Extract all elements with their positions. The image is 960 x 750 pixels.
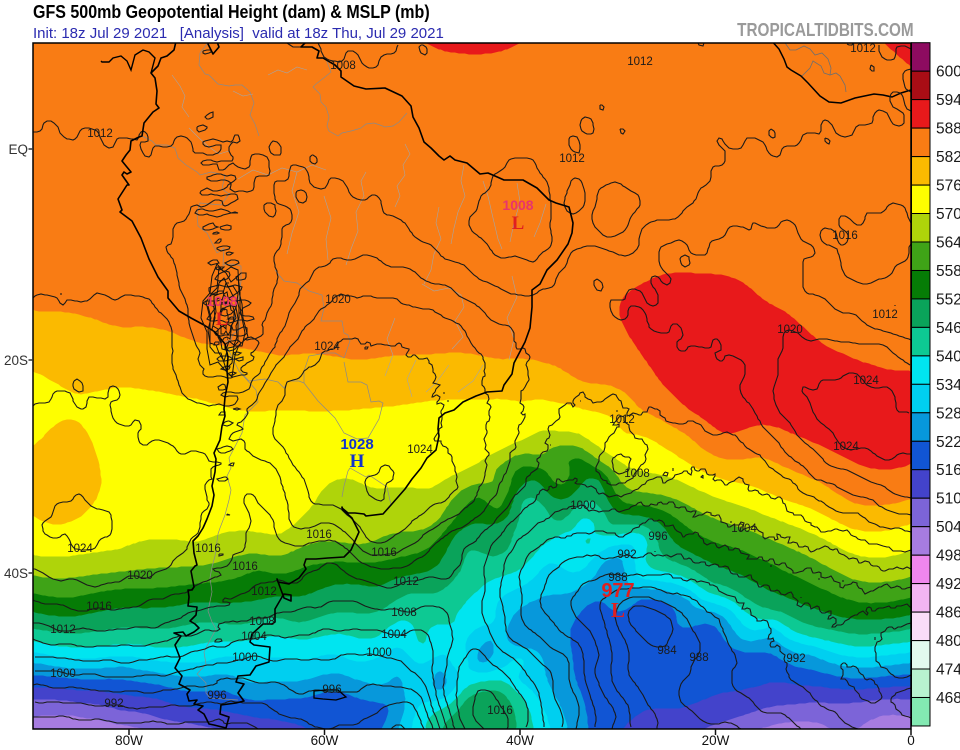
- svg-text:576: 576: [936, 178, 960, 195]
- svg-text:H: H: [350, 451, 365, 472]
- svg-text:1012: 1012: [609, 414, 635, 426]
- svg-text:540: 540: [936, 348, 960, 365]
- svg-text:1012: 1012: [627, 56, 653, 68]
- svg-text:528: 528: [936, 405, 960, 422]
- svg-text:486: 486: [936, 605, 960, 622]
- svg-text:1020: 1020: [127, 570, 153, 582]
- svg-text:EQ: EQ: [8, 142, 28, 157]
- svg-text:L: L: [512, 213, 525, 234]
- svg-text:552: 552: [936, 291, 960, 308]
- svg-text:480: 480: [936, 633, 960, 650]
- svg-text:474: 474: [936, 662, 960, 679]
- svg-text:1004: 1004: [731, 523, 757, 535]
- svg-text:492: 492: [936, 576, 960, 593]
- svg-text:1000: 1000: [232, 652, 258, 664]
- svg-text:1008: 1008: [249, 616, 275, 628]
- svg-text:996: 996: [207, 690, 226, 702]
- svg-text:1016: 1016: [232, 561, 258, 573]
- svg-text:588: 588: [936, 121, 960, 138]
- svg-text:1012: 1012: [251, 586, 277, 598]
- svg-text:988: 988: [689, 652, 708, 664]
- svg-text:988: 988: [608, 572, 627, 584]
- svg-text:996: 996: [322, 684, 341, 696]
- svg-text:564: 564: [936, 235, 960, 252]
- svg-text:1016: 1016: [487, 705, 513, 717]
- svg-text:1008: 1008: [330, 60, 356, 72]
- svg-text:996: 996: [648, 531, 667, 543]
- svg-text:1000: 1000: [50, 668, 76, 680]
- svg-text:1016: 1016: [86, 601, 112, 613]
- svg-text:1024: 1024: [833, 441, 859, 453]
- svg-text:1012: 1012: [50, 624, 76, 636]
- svg-text:582: 582: [936, 149, 960, 166]
- svg-text:1012: 1012: [87, 128, 113, 140]
- svg-text:558: 558: [936, 263, 960, 280]
- svg-text:1008: 1008: [391, 607, 417, 619]
- svg-text:594: 594: [936, 92, 960, 109]
- svg-text:40W: 40W: [506, 733, 534, 748]
- svg-text:1012: 1012: [850, 43, 876, 55]
- svg-text:1016: 1016: [195, 543, 221, 555]
- svg-text:1012: 1012: [559, 153, 585, 165]
- svg-text:1000: 1000: [366, 647, 392, 659]
- svg-text:20W: 20W: [702, 733, 730, 748]
- svg-text:504: 504: [936, 519, 960, 536]
- svg-text:992: 992: [617, 549, 636, 561]
- svg-text:546: 546: [936, 320, 960, 337]
- svg-text:984: 984: [657, 645, 677, 657]
- svg-text:40S: 40S: [4, 566, 28, 581]
- svg-text:992: 992: [786, 653, 805, 665]
- svg-text:600: 600: [936, 64, 960, 81]
- svg-text:1008: 1008: [502, 197, 533, 213]
- svg-text:1024: 1024: [853, 375, 879, 387]
- svg-text:1004: 1004: [241, 631, 267, 643]
- svg-text:1024: 1024: [314, 341, 340, 353]
- svg-text:992: 992: [104, 698, 123, 710]
- svg-text:60W: 60W: [311, 733, 339, 748]
- svg-text:570: 570: [936, 206, 960, 223]
- svg-text:1024: 1024: [67, 543, 93, 555]
- svg-text:522: 522: [936, 434, 960, 451]
- svg-text:1012: 1012: [872, 309, 898, 321]
- svg-text:468: 468: [936, 690, 960, 707]
- svg-text:1008: 1008: [624, 468, 650, 480]
- svg-text:510: 510: [936, 491, 960, 508]
- svg-text:1024: 1024: [407, 444, 433, 456]
- svg-text:1012: 1012: [393, 576, 419, 588]
- svg-text:516: 516: [936, 462, 960, 479]
- svg-text:1016: 1016: [371, 547, 397, 559]
- svg-text:1016: 1016: [306, 529, 332, 541]
- svg-text:534: 534: [936, 377, 960, 394]
- svg-text:1028: 1028: [340, 436, 373, 453]
- svg-text:L: L: [216, 309, 229, 330]
- svg-text:1000: 1000: [570, 500, 596, 512]
- svg-text:1020: 1020: [777, 324, 803, 336]
- svg-text:1008: 1008: [206, 293, 237, 309]
- svg-text:498: 498: [936, 548, 960, 565]
- svg-text:L: L: [611, 598, 625, 622]
- svg-text:1020: 1020: [325, 294, 351, 306]
- svg-text:1016: 1016: [832, 230, 858, 242]
- svg-text:20S: 20S: [4, 353, 28, 368]
- svg-text:80W: 80W: [115, 733, 143, 748]
- svg-text:1004: 1004: [381, 629, 407, 641]
- svg-text:977: 977: [601, 580, 634, 602]
- svg-text:0: 0: [907, 733, 915, 748]
